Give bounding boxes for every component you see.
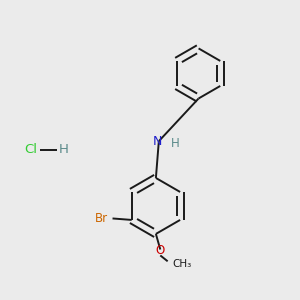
Text: H: H (171, 137, 179, 150)
Text: N: N (153, 135, 162, 148)
Text: Br: Br (95, 212, 108, 225)
Text: H: H (59, 143, 69, 157)
Text: O: O (156, 244, 165, 257)
Text: Cl: Cl (24, 143, 37, 157)
Text: CH₃: CH₃ (172, 259, 191, 269)
